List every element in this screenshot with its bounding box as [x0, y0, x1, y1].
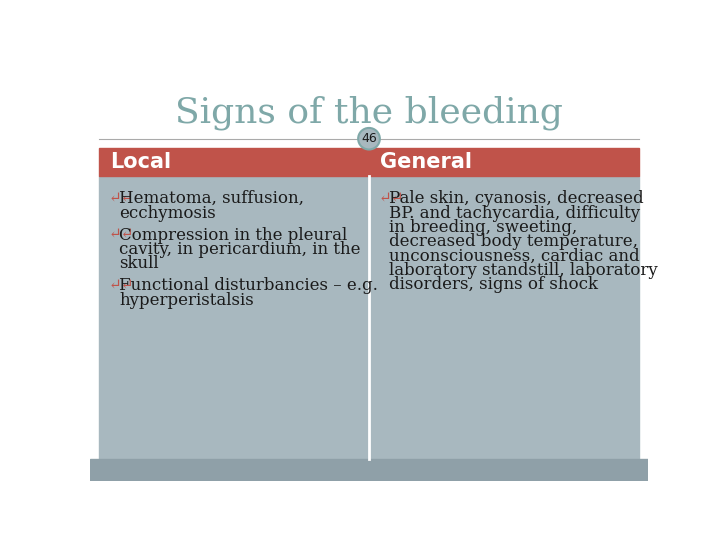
Bar	[99, 148, 639, 177]
Text: Functional disturbancies – e.g.: Functional disturbancies – e.g.	[120, 278, 378, 294]
Text: Hematoma, suffusion,: Hematoma, suffusion,	[120, 190, 305, 207]
Text: 46: 46	[361, 132, 377, 145]
Circle shape	[358, 128, 380, 150]
Text: Compression in the pleural: Compression in the pleural	[120, 227, 348, 244]
Text: disorders, signs of shock: disorders, signs of shock	[389, 276, 598, 293]
Text: decreased body temperature,: decreased body temperature,	[389, 233, 638, 250]
Text: ecchymosis: ecchymosis	[120, 205, 216, 221]
Text: Signs of the bleeding: Signs of the bleeding	[175, 95, 563, 130]
Text: cavity, in pericardium, in the: cavity, in pericardium, in the	[120, 241, 361, 258]
Text: laboratory standstill, laboratory: laboratory standstill, laboratory	[389, 262, 658, 279]
Bar	[90, 459, 648, 481]
Text: ↵↵: ↵↵	[109, 227, 134, 241]
Text: General: General	[380, 152, 472, 172]
Text: ↵↵: ↵↵	[109, 190, 134, 204]
Text: in breeding, sweeting,: in breeding, sweeting,	[389, 219, 577, 236]
Text: Local: Local	[110, 152, 171, 172]
Text: unconsciousness, cardiac and: unconsciousness, cardiac and	[389, 248, 640, 265]
Text: Pale skin, cyanosis, decreased: Pale skin, cyanosis, decreased	[389, 190, 644, 207]
Text: BP. and tachycardia, difficulty: BP. and tachycardia, difficulty	[389, 205, 640, 221]
Text: ↵↵: ↵↵	[109, 278, 134, 291]
Text: hyperperistalsis: hyperperistalsis	[120, 292, 254, 309]
Bar	[99, 177, 639, 459]
Text: skull: skull	[120, 255, 159, 272]
Text: ↵↵: ↵↵	[378, 190, 404, 204]
